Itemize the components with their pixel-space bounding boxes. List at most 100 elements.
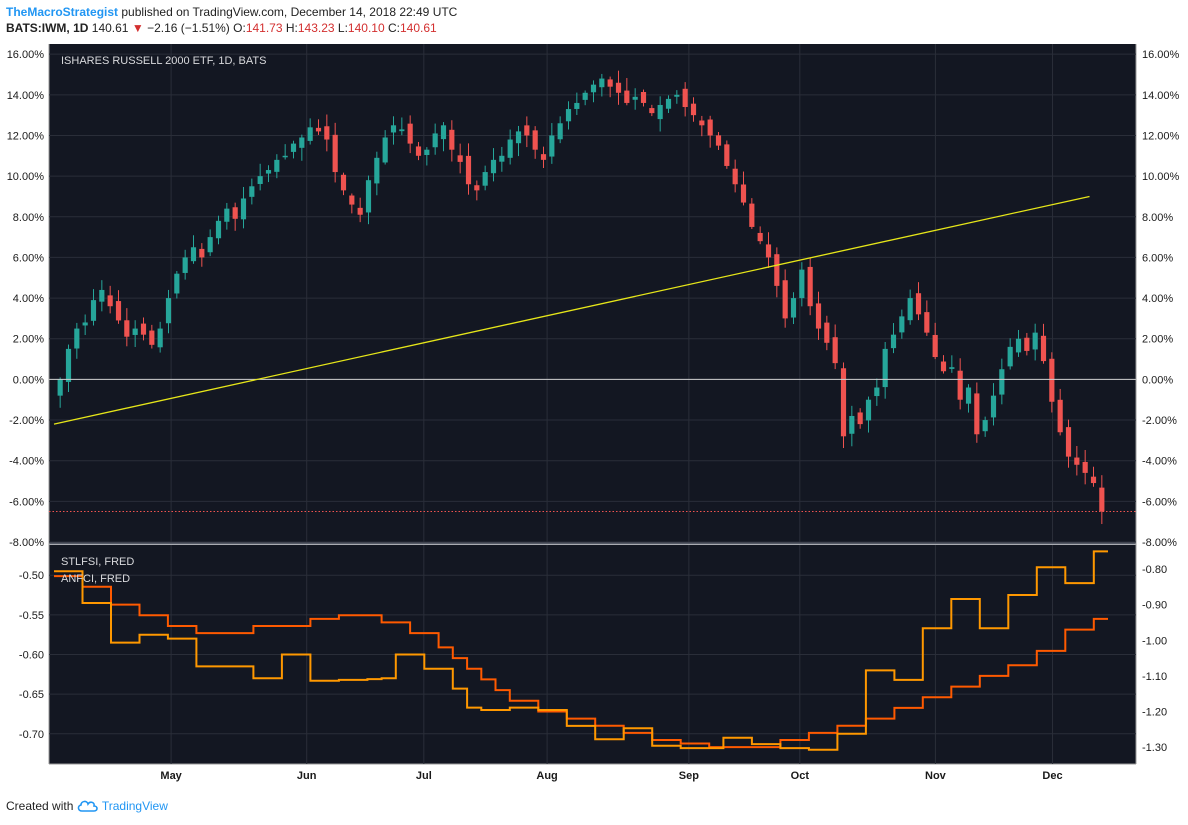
candle-body[interactable] — [624, 90, 630, 103]
candle-body[interactable] — [565, 109, 572, 122]
candle-body[interactable] — [924, 312, 930, 333]
candle-body[interactable] — [282, 155, 288, 158]
candle-body[interactable] — [457, 155, 463, 162]
candle-body[interactable] — [190, 247, 197, 262]
candle-body[interactable] — [257, 176, 263, 184]
candle-body[interactable] — [374, 157, 380, 184]
candle-body[interactable] — [474, 185, 480, 191]
candle-body[interactable] — [424, 149, 430, 156]
candle-body[interactable] — [482, 172, 488, 186]
candle-body[interactable] — [532, 130, 538, 150]
candle-body[interactable] — [749, 203, 755, 227]
candle-body[interactable] — [332, 134, 338, 173]
candle-body[interactable] — [915, 293, 922, 315]
candle-body[interactable] — [240, 198, 247, 220]
candle-body[interactable] — [390, 125, 397, 133]
candle-body[interactable] — [965, 387, 972, 404]
candle-body[interactable] — [607, 79, 613, 87]
candle-body[interactable] — [657, 104, 663, 120]
candle-body[interactable] — [124, 320, 130, 337]
candle-body[interactable] — [399, 129, 405, 132]
candle-body[interactable] — [182, 257, 188, 273]
candle-body[interactable] — [415, 146, 422, 156]
candle-body[interactable] — [832, 337, 838, 364]
candle-body[interactable] — [1099, 487, 1105, 512]
candle-body[interactable] — [74, 328, 80, 349]
candle-body[interactable] — [515, 131, 522, 144]
candle-body[interactable] — [157, 328, 163, 348]
candle-body[interactable] — [874, 387, 880, 397]
candle-body[interactable] — [1015, 338, 1022, 353]
candle-body[interactable] — [232, 207, 238, 219]
candle-body[interactable] — [490, 159, 497, 174]
candle-body[interactable] — [815, 303, 822, 329]
candle-body[interactable] — [524, 125, 530, 136]
candle-body[interactable] — [349, 195, 355, 205]
candle-body[interactable] — [615, 82, 622, 93]
candle-body[interactable] — [632, 96, 638, 100]
candle-body[interactable] — [299, 137, 305, 148]
candle-body[interactable] — [682, 88, 688, 108]
candle-body[interactable] — [140, 323, 147, 335]
candle-body[interactable] — [315, 127, 322, 132]
candle-body[interactable] — [999, 369, 1005, 395]
candle-body[interactable] — [715, 135, 722, 146]
candle-body[interactable] — [932, 334, 938, 358]
candle-body[interactable] — [765, 244, 772, 258]
candle-body[interactable] — [799, 269, 805, 299]
candle-body[interactable] — [857, 412, 863, 425]
candle-body[interactable] — [115, 301, 122, 321]
candle-body[interactable] — [1040, 335, 1047, 362]
candle-body[interactable] — [507, 139, 513, 158]
trend-line[interactable] — [53, 195, 1090, 425]
candle-body[interactable] — [549, 135, 555, 157]
candle-body[interactable] — [290, 143, 297, 152]
candle-body[interactable] — [707, 119, 713, 136]
candle-body[interactable] — [1074, 457, 1080, 465]
candle-body[interactable] — [1024, 337, 1030, 351]
candle-body[interactable] — [599, 78, 605, 88]
candle-body[interactable] — [665, 98, 672, 109]
candle-body[interactable] — [899, 316, 905, 333]
candle-body[interactable] — [990, 395, 997, 418]
anfci-line[interactable] — [54, 550, 1108, 751]
candle-body[interactable] — [99, 289, 105, 302]
candle-body[interactable] — [165, 298, 172, 324]
candle-body[interactable] — [465, 155, 472, 185]
candle-body[interactable] — [732, 168, 738, 185]
tradingview-link[interactable]: TradingView — [101, 799, 168, 813]
chart-area[interactable]: 16.00% 16.00% 14.00% 14.00% 12.00% 12.00% 10.0… — [6, 40, 1182, 790]
candle-body[interactable] — [499, 155, 505, 162]
candle-body[interactable] — [207, 237, 213, 253]
indicator-series[interactable] — [54, 550, 1108, 751]
candle-body[interactable] — [699, 120, 705, 126]
candle-body[interactable] — [1032, 332, 1038, 350]
candle-body[interactable] — [890, 334, 897, 349]
candle-body[interactable] — [174, 273, 180, 294]
candle-body[interactable] — [582, 92, 588, 100]
candle-body[interactable] — [1082, 461, 1088, 473]
candle-body[interactable] — [449, 129, 455, 150]
candle-body[interactable] — [724, 144, 730, 166]
candle-body[interactable] — [365, 180, 372, 213]
candle-body[interactable] — [574, 102, 580, 109]
candle-body[interactable] — [690, 103, 697, 116]
stlfsi-line[interactable] — [54, 575, 1108, 749]
candle-body[interactable] — [357, 207, 363, 215]
candle-body[interactable] — [440, 125, 447, 140]
candle-body[interactable] — [132, 328, 138, 335]
candle-body[interactable] — [1065, 427, 1072, 457]
candle-body[interactable] — [774, 254, 780, 286]
candle-body[interactable] — [740, 184, 747, 203]
candle-body[interactable] — [1090, 476, 1097, 484]
candle-body[interactable] — [65, 348, 72, 382]
candle-body[interactable] — [974, 393, 980, 435]
candle-body[interactable] — [782, 280, 788, 319]
candle-body[interactable] — [807, 266, 813, 307]
candle-body[interactable] — [540, 154, 547, 160]
candle-body[interactable] — [590, 84, 597, 93]
candle-body[interactable] — [90, 300, 97, 321]
candle-body[interactable] — [82, 322, 88, 326]
candle-body[interactable] — [1007, 346, 1013, 367]
candle-body[interactable] — [57, 379, 63, 396]
